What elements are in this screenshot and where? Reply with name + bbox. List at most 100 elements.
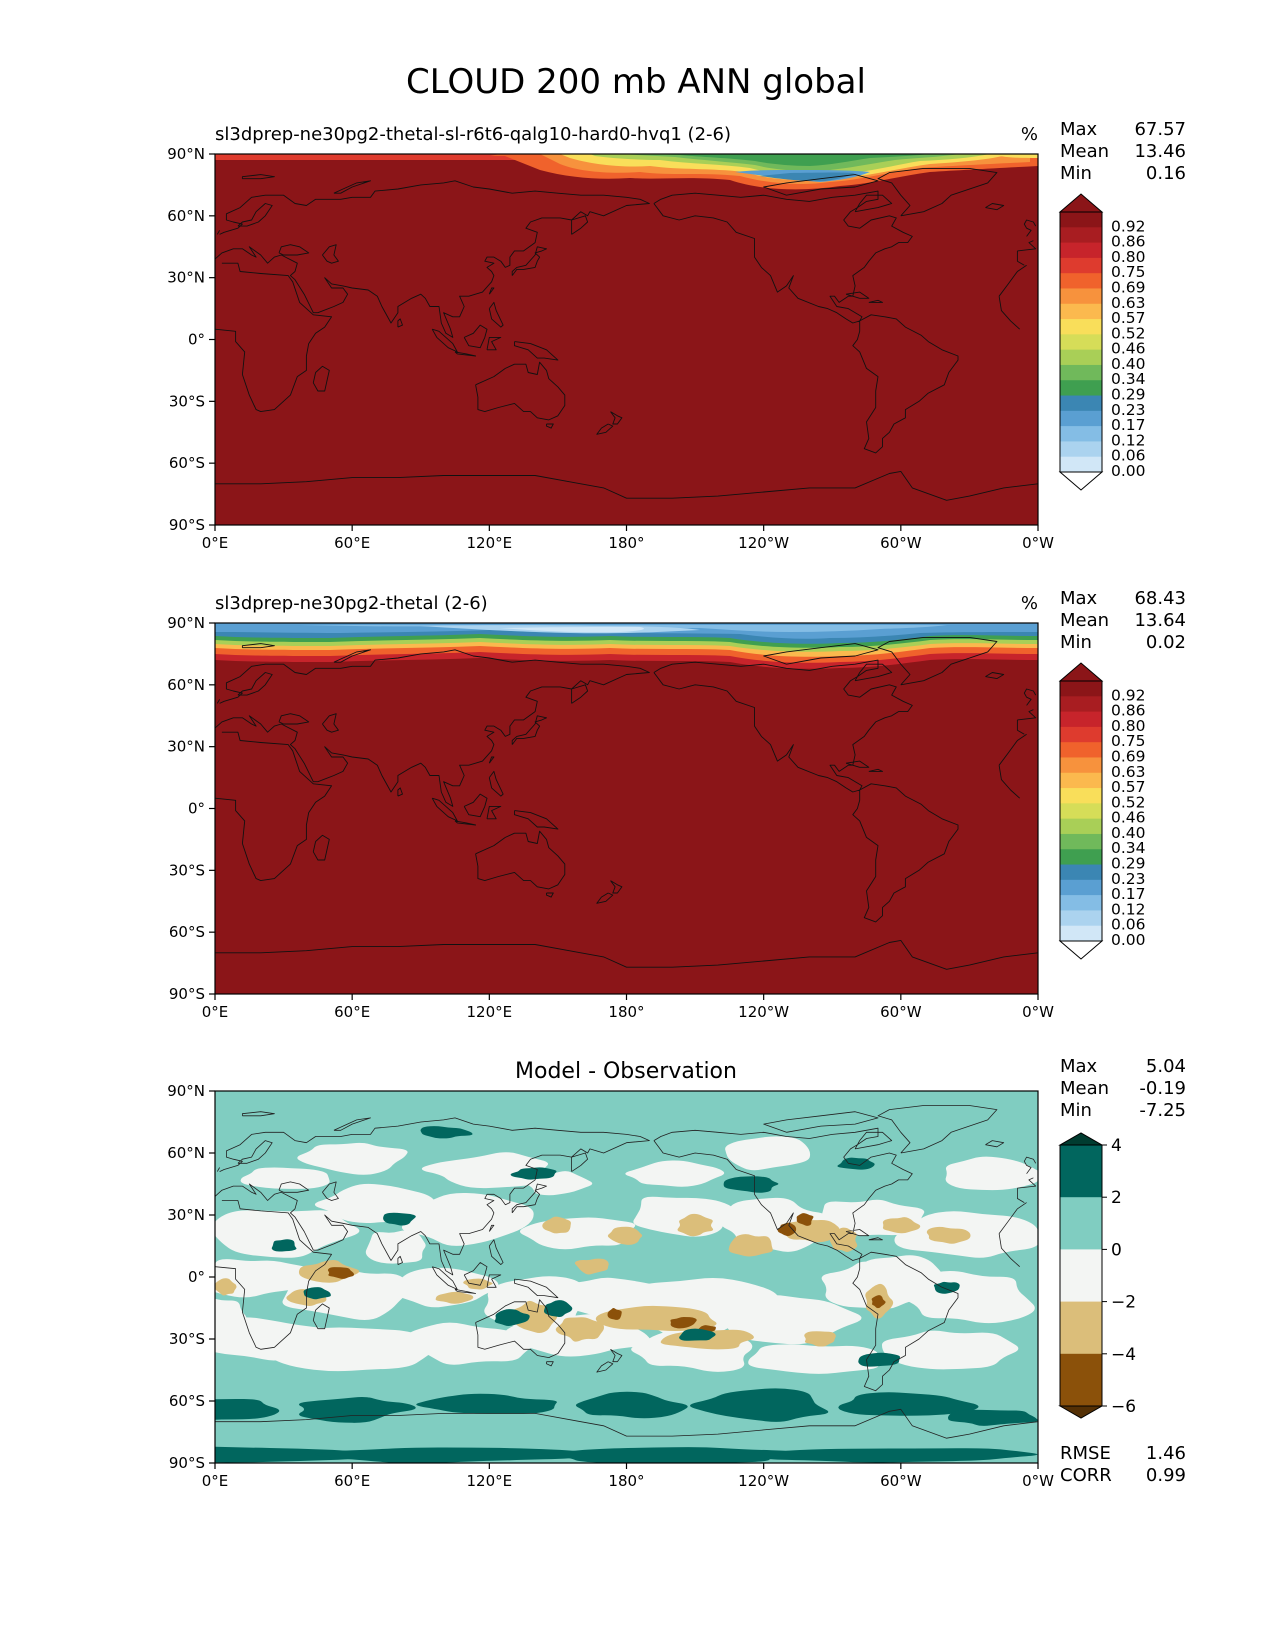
colorbar-swatch [1060, 788, 1102, 804]
colorbar-swatch [1060, 757, 1102, 774]
y-tick-label: 90°S [169, 1454, 205, 1472]
y-tick-label: 90°S [169, 516, 205, 534]
colorbar-swatch [1060, 1353, 1102, 1407]
colorbar-swatch [1060, 380, 1102, 397]
y-tick-label: 60°N [167, 1144, 205, 1162]
x-tick-label: 60°W [880, 534, 922, 552]
colorbar-tick-label: 0.86 [1111, 702, 1146, 720]
colorbar-tick-label: 0.40 [1111, 824, 1146, 842]
colorbar-swatch [1060, 1197, 1102, 1250]
panel-3-stat-mean-label: Mean [1060, 1078, 1109, 1099]
colorbar-tick-label: 0.34 [1111, 370, 1146, 388]
colorbar-tick-label: 0.06 [1111, 916, 1146, 934]
colorbar-swatch [1060, 273, 1102, 289]
colorbar-swatch [1060, 910, 1102, 927]
panel-2-stat-min-value: 0.02 [1146, 632, 1186, 653]
colorbar-tick-label: 0.34 [1111, 839, 1146, 857]
anomaly-region [948, 1409, 1038, 1426]
colorbar-frame [1059, 211, 1103, 473]
colorbar-tick-label: 2 [1111, 1188, 1122, 1208]
colorbar-swatch [1060, 879, 1102, 896]
colorbar-tick-label: 0.40 [1111, 355, 1146, 373]
y-tick-label: 90°N [167, 1082, 205, 1100]
colorbar-tick-label: 0.63 [1111, 763, 1146, 781]
panel-1-colorbar: 0.920.860.800.750.690.630.570.520.460.40… [1058, 193, 1146, 491]
colorbar-tick-label: 0.17 [1111, 885, 1146, 903]
colorbar-extend-high [1058, 193, 1104, 213]
anomaly-region [804, 1331, 836, 1347]
x-tick-label: 0°W [1022, 1003, 1054, 1021]
y-tick-label: 0° [188, 1268, 205, 1286]
anomaly-region [215, 1398, 280, 1420]
panel-1-stat-min-value: 0.16 [1146, 163, 1186, 184]
panel-2-arctic-anomaly [215, 623, 1038, 669]
anomaly-region [574, 1258, 609, 1275]
anomaly-region [401, 1192, 534, 1246]
panel-2-stat-mean-value: 13.64 [1134, 610, 1186, 631]
anomaly-region [575, 1391, 688, 1419]
anomaly-region [315, 1447, 596, 1463]
panel-1-stat-max-value: 67.57 [1134, 119, 1186, 140]
x-tick-label: 60°E [334, 1472, 370, 1490]
colorbar-tick-label: 0.80 [1111, 717, 1146, 735]
panel-2-axes: 0°E 60°E 120°E 180° 120°W 60°W 0°W 90°N 60°N 30°N… [167, 614, 1054, 1021]
colorbar-swatch [1060, 833, 1102, 850]
colorbar-tick-label: 0.23 [1111, 401, 1146, 419]
colorbar-tick-label: 0.75 [1111, 732, 1146, 750]
anomaly-region [607, 1226, 643, 1245]
x-tick-label: 120°E [467, 534, 513, 552]
colorbar-tick-label: 0.46 [1111, 809, 1146, 827]
x-tick-label: 60°W [880, 1003, 922, 1021]
colorbar-tick-label: −4 [1111, 1345, 1136, 1365]
anomaly-region [215, 1278, 237, 1296]
colorbar-extend-low [1058, 1405, 1104, 1419]
anomaly-region [728, 1234, 773, 1257]
x-tick-label: 0°W [1022, 534, 1054, 552]
panel-3-corr-value: 0.99 [1146, 1465, 1186, 1486]
coastline-path [215, 1105, 1038, 1439]
anomaly-region [871, 1295, 886, 1309]
y-tick-label: 0° [188, 800, 205, 818]
panel-3-rmse-value: 1.46 [1146, 1443, 1186, 1464]
anomaly-region [542, 1216, 571, 1234]
colorbar-tick-label: 0.86 [1111, 233, 1146, 251]
y-tick-label: 30°S [169, 392, 205, 410]
anomaly-region [268, 1327, 434, 1372]
colorbar-swatch [1060, 410, 1102, 427]
x-tick-label: 120°W [738, 1472, 789, 1490]
x-tick-label: 180° [608, 1472, 644, 1490]
panel-2-field [215, 623, 1038, 994]
figure-title: CLOUD 200 mb ANN global [406, 62, 866, 102]
panel-2-stat-mean-label: Mean [1060, 610, 1109, 631]
panel-2-map [215, 623, 1038, 994]
x-tick-label: 60°E [334, 1003, 370, 1021]
anomaly-region [420, 1126, 473, 1139]
anomaly-region [723, 1176, 779, 1193]
anomaly-region [607, 1307, 622, 1320]
colorbar-swatch [1060, 726, 1102, 743]
y-tick-label: 60°N [167, 207, 205, 225]
colorbar-extend-low [1058, 940, 1104, 960]
anomaly-region [383, 1212, 416, 1226]
colorbar-swatch [1060, 1301, 1102, 1355]
colorbar-tick-label: 0.69 [1111, 747, 1146, 765]
colorbar-tick-label: 0.69 [1111, 278, 1146, 296]
anomaly-region [782, 1219, 840, 1243]
anomaly-region [463, 1278, 493, 1290]
y-tick-label: 30°S [169, 1330, 205, 1348]
x-tick-label: 120°W [738, 1003, 789, 1021]
anomaly-region [365, 1230, 426, 1264]
x-tick-label: 0°E [202, 534, 229, 552]
colorbar-swatch [1060, 426, 1102, 442]
colorbar-swatch [1060, 456, 1102, 473]
colorbar-swatch [1060, 334, 1102, 351]
panel-2-colorbar: 0.920.860.800.750.690.630.570.520.460.40… [1058, 662, 1146, 960]
colorbar-swatch [1060, 711, 1102, 728]
anomaly-region [748, 1344, 879, 1374]
anomaly-region [215, 1446, 365, 1463]
colorbar-swatch [1060, 257, 1102, 274]
colorbar-extend-high [1058, 1132, 1104, 1146]
colorbar-swatch [1060, 681, 1102, 697]
colorbar-tick-label: 0.12 [1111, 900, 1146, 918]
colorbar-tick-label: 0.57 [1111, 309, 1146, 327]
